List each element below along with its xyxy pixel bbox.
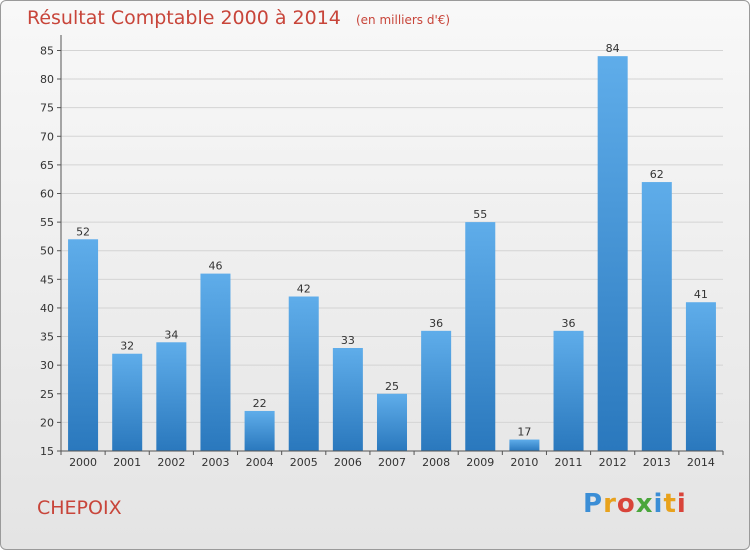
chart-title: Résultat Comptable 2000 à 2014 xyxy=(27,7,341,29)
proxiti-logo[interactable]: Proxiti xyxy=(583,489,687,519)
chart-subtitle: (en milliers d'€) xyxy=(355,13,451,27)
bar-2014 xyxy=(685,302,716,451)
data-label-2014: 41 xyxy=(694,288,708,301)
bar-2007 xyxy=(376,393,408,451)
logo-letter: i xyxy=(653,489,664,519)
x-tick-label-2004: 2004 xyxy=(246,456,274,469)
y-tick-label-45: 45 xyxy=(40,273,54,286)
data-label-2011: 36 xyxy=(562,317,576,330)
y-tick-label-20: 20 xyxy=(40,416,54,429)
bar-2012 xyxy=(597,56,628,452)
x-tick-label-2008: 2008 xyxy=(422,456,450,469)
logo-letter: o xyxy=(616,489,636,519)
bar-2010 xyxy=(509,439,540,451)
bar-2005 xyxy=(288,296,319,451)
x-tick-label-2007: 2007 xyxy=(378,456,406,469)
y-tick-label-50: 50 xyxy=(40,245,54,258)
x-tick-label-2009: 2009 xyxy=(466,456,494,469)
logo-letter: t xyxy=(663,489,677,519)
data-label-2003: 46 xyxy=(208,260,222,273)
title-row: Résultat Comptable 2000 à 2014 (en milli… xyxy=(27,7,450,29)
logo-letter: x xyxy=(635,489,654,519)
bar-2011 xyxy=(553,330,584,451)
y-tick-label-70: 70 xyxy=(40,130,54,143)
x-tick-label-2013: 2013 xyxy=(643,456,671,469)
y-tick-label-60: 60 xyxy=(40,188,54,201)
y-tick-label-35: 35 xyxy=(40,331,54,344)
bar-2013 xyxy=(641,182,672,452)
bar-2001 xyxy=(112,353,143,451)
y-tick-label-85: 85 xyxy=(40,44,54,57)
y-tick-label-15: 15 xyxy=(40,445,54,458)
x-tick-label-2003: 2003 xyxy=(201,456,229,469)
y-tick-label-55: 55 xyxy=(40,216,54,229)
logo-letter: i xyxy=(676,489,687,519)
bar-2008 xyxy=(421,330,452,451)
data-label-2005: 42 xyxy=(297,283,311,296)
bar-layer: 52 32 34 46 22 42 33 25 36 55 17 36 84 62 41 xyxy=(68,42,716,452)
bar-2006 xyxy=(332,348,363,451)
x-tick-label-2002: 2002 xyxy=(157,456,185,469)
x-tick-label-2001: 2001 xyxy=(113,456,141,469)
data-label-2013: 62 xyxy=(650,168,664,181)
x-tick-label-2000: 2000 xyxy=(69,456,97,469)
data-label-2007: 25 xyxy=(385,380,399,393)
data-label-2008: 36 xyxy=(429,317,443,330)
data-label-2000: 52 xyxy=(76,225,90,238)
data-label-2004: 22 xyxy=(253,397,267,410)
bar-2009 xyxy=(465,222,496,451)
x-tick-label-2005: 2005 xyxy=(290,456,318,469)
logo-letter: r xyxy=(603,489,617,519)
data-label-2006: 33 xyxy=(341,334,355,347)
bar-2003 xyxy=(200,273,231,451)
data-label-2012: 84 xyxy=(606,42,620,55)
bar-2002 xyxy=(156,342,187,451)
axis-layer: 15 20 25 30 35 40 45 50 55 60 65 70 75 80 85 2000 2001 20… xyxy=(40,35,724,469)
y-tick-label-30: 30 xyxy=(40,359,54,372)
logo-letter: P xyxy=(583,489,604,519)
y-tick-label-75: 75 xyxy=(40,102,54,115)
x-tick-label-2006: 2006 xyxy=(334,456,362,469)
y-tick-label-25: 25 xyxy=(40,388,54,401)
bar-2000 xyxy=(68,239,99,451)
x-tick-label-2011: 2011 xyxy=(555,456,583,469)
data-label-2001: 32 xyxy=(120,340,134,353)
y-tick-label-65: 65 xyxy=(40,159,54,172)
data-label-2002: 34 xyxy=(164,328,178,341)
x-tick-label-2014: 2014 xyxy=(687,456,715,469)
x-tick-label-2012: 2012 xyxy=(599,456,627,469)
data-label-2009: 55 xyxy=(473,208,487,221)
y-tick-label-40: 40 xyxy=(40,302,54,315)
bar-2004 xyxy=(244,410,275,451)
commune-name: CHEPOIX xyxy=(37,497,122,519)
y-tick-label-80: 80 xyxy=(40,73,54,86)
data-label-2010: 17 xyxy=(517,426,531,439)
x-tick-label-2010: 2010 xyxy=(510,456,538,469)
